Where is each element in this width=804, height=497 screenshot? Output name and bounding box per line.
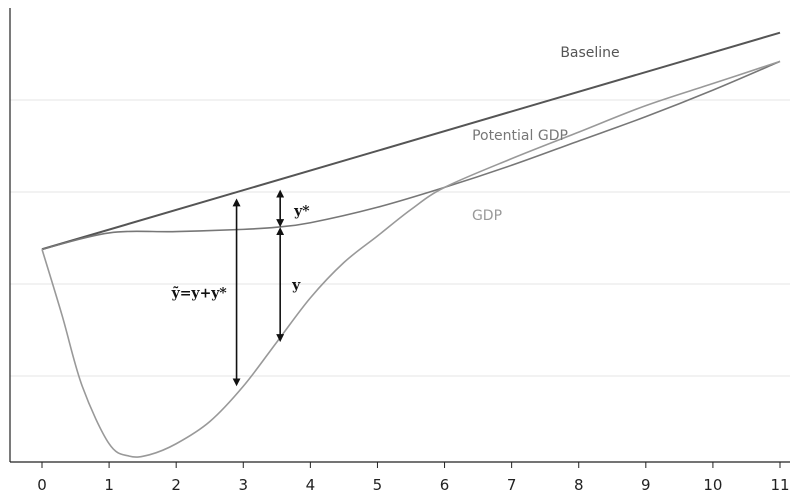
annotation-label: y* (293, 203, 310, 219)
x-tick-label: 0 (37, 476, 47, 494)
series-labels: Baseline Potential GDP GDP (472, 45, 620, 224)
annotations: ỹ=y+y* y y* (171, 189, 310, 387)
series-label-potential-gdp: Potential GDP (472, 128, 568, 144)
x-tick-label: 8 (574, 476, 584, 494)
series-label-baseline: Baseline (560, 45, 619, 61)
x-ticks: 0 1 2 3 4 5 6 7 8 9 10 11 (37, 462, 790, 494)
x-tick-label: 9 (641, 476, 651, 494)
annotation-label: y (291, 278, 301, 294)
series-line-potential-gdp (41, 60, 781, 251)
gridlines (10, 99, 790, 377)
x-tick-label: 7 (507, 476, 517, 494)
x-tick-label: 10 (703, 476, 722, 494)
x-tick-label: 6 (440, 476, 450, 494)
series-label-gdp: GDP (472, 208, 502, 224)
x-tick-label: 11 (770, 476, 789, 494)
x-tick-label: 1 (104, 476, 114, 494)
x-tick-label: 3 (238, 476, 248, 494)
x-tick-label: 4 (306, 476, 316, 494)
x-tick-label: 5 (373, 476, 383, 494)
series-line-gdp (41, 60, 781, 458)
annotation-label: ỹ=y+y* (171, 284, 228, 301)
series-line-baseline (41, 31, 781, 251)
series-lines (41, 31, 781, 458)
x-tick-label: 2 (171, 476, 181, 494)
